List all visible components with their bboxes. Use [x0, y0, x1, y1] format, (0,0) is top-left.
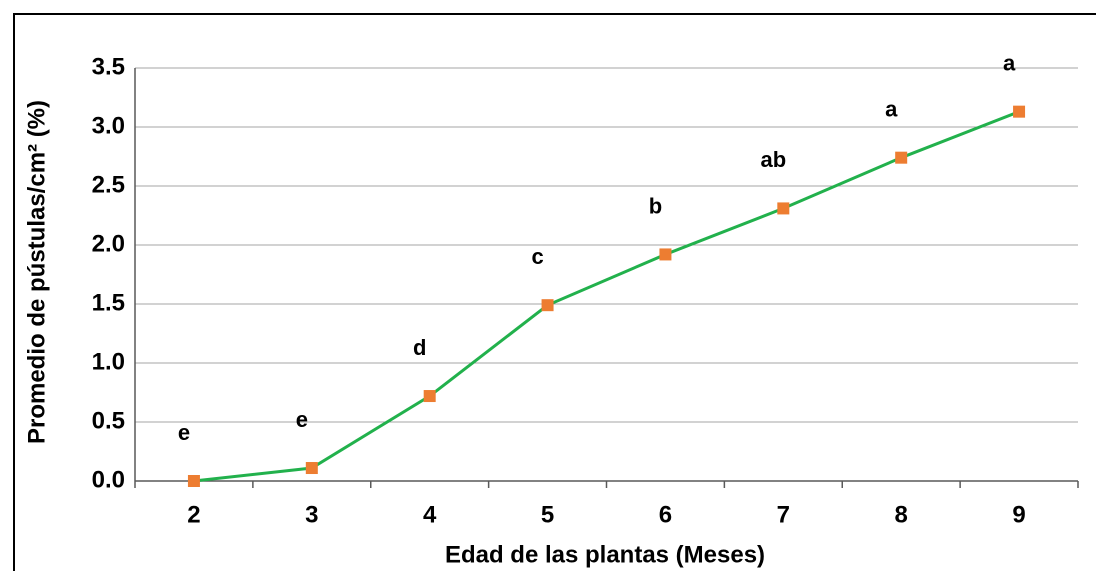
y-tick-label: 1.5: [92, 289, 125, 316]
series-line: [193, 110, 1020, 483]
y-axis-title: Promedio de pústulas/cm² (%): [23, 100, 50, 444]
annotation: a: [1003, 50, 1016, 75]
x-axis-title: Edad de las plantas (Meses): [445, 541, 765, 568]
x-tick-label: 9: [1012, 501, 1025, 528]
annotation: ab: [760, 147, 786, 172]
x-tick-label: 5: [541, 501, 554, 528]
y-tick-label: 1.0: [92, 348, 125, 375]
y-tick-label: 2.0: [92, 230, 125, 257]
x-tick-label: 6: [659, 501, 672, 528]
marker: [423, 390, 436, 403]
marker: [541, 299, 554, 312]
marker: [895, 151, 908, 164]
y-tick-label: 0.5: [92, 407, 125, 434]
x-tick-label: 7: [777, 501, 790, 528]
y-tick-label: 3.0: [92, 112, 125, 139]
marker: [659, 248, 672, 261]
x-tick-label: 2: [187, 501, 200, 528]
annotation: b: [649, 193, 662, 218]
y-tick-label: 2.5: [92, 171, 125, 198]
y-tick-label: 0.0: [92, 466, 125, 493]
annotation: a: [885, 96, 898, 121]
marker: [1013, 105, 1026, 118]
y-tick-label: 3.5: [92, 53, 125, 80]
x-tick-label: 4: [423, 501, 437, 528]
marker: [187, 475, 200, 487]
annotation: c: [531, 244, 543, 269]
marker: [305, 462, 318, 475]
x-tick-label: 3: [305, 501, 318, 528]
annotation: e: [296, 407, 308, 432]
marker: [777, 202, 790, 215]
annotation: e: [178, 420, 190, 445]
x-tick-label: 8: [895, 501, 908, 528]
annotation: d: [413, 335, 426, 360]
frame: [13, 13, 1096, 571]
